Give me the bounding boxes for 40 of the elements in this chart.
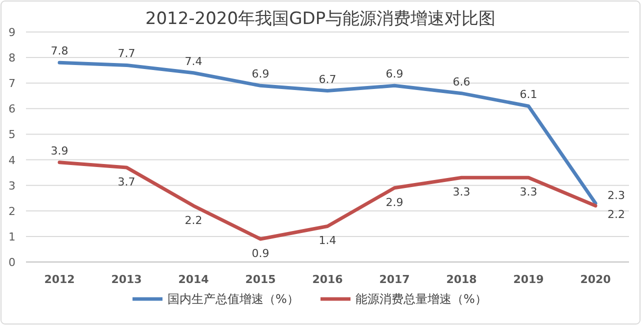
x-tick-label: 2014: [178, 273, 210, 286]
y-tick-label: 1: [8, 230, 16, 244]
data-label: 6.9: [386, 68, 404, 81]
data-label: 3.9: [50, 144, 68, 158]
data-label: 2.9: [386, 196, 404, 209]
data-label: 6.9: [252, 68, 270, 81]
data-label: 7.8: [50, 44, 68, 58]
chart-title: 2012-2020年我国GDP与能源消费增速对比图: [145, 9, 496, 29]
y-tick-label: 6: [8, 102, 16, 116]
data-label: 3.3: [520, 186, 538, 199]
data-label: 2.2: [184, 214, 202, 227]
data-label: 7.7: [118, 47, 136, 60]
data-label: 3.3: [452, 186, 470, 199]
x-tick-label: 2012: [44, 273, 75, 286]
x-tick-label: 2013: [111, 273, 142, 286]
data-label: 0.9: [252, 247, 270, 260]
x-tick-label: 2016: [312, 273, 344, 286]
data-label: 1.4: [318, 234, 336, 248]
data-label: 3.7: [118, 175, 136, 188]
y-tick-label: 3: [8, 179, 16, 192]
x-tick-label: 2019: [513, 273, 544, 286]
data-label: 6.7: [318, 72, 336, 86]
y-tick-label: 8: [8, 52, 16, 65]
legend-label: 能源消费总量增速（%）: [356, 292, 487, 306]
y-tick-label: 7: [8, 77, 16, 90]
y-tick-label: 9: [8, 26, 16, 39]
data-label: 2.3: [608, 189, 625, 202]
y-tick-label: 5: [8, 128, 16, 142]
data-label: 6.6: [452, 75, 470, 88]
y-tick-label: 4: [8, 154, 16, 167]
x-tick-label: 2018: [446, 273, 477, 286]
x-tick-label: 2017: [379, 273, 410, 286]
legend-label: 国内生产总值增速（%）: [168, 292, 299, 306]
y-tick-label: 2: [8, 204, 16, 218]
x-tick-label: 2020: [580, 273, 612, 286]
data-label: 7.4: [184, 54, 202, 68]
y-tick-label: 0: [8, 256, 16, 269]
x-tick-label: 2015: [245, 273, 276, 286]
data-label: 6.1: [520, 88, 538, 102]
data-label: 2.2: [608, 208, 625, 221]
